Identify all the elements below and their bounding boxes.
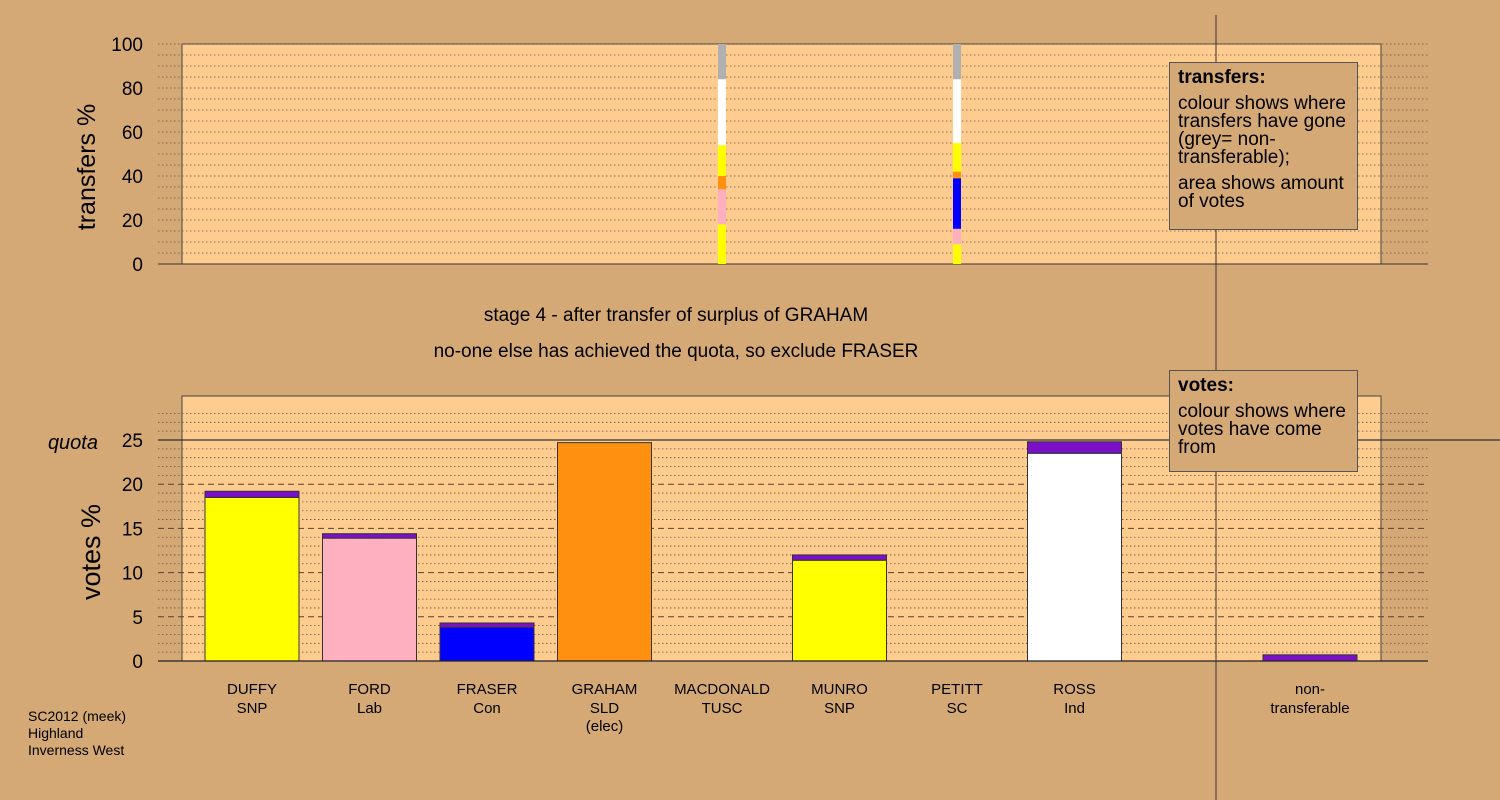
transfers-legend-title: transfers: xyxy=(1178,67,1266,88)
candidate-name-label: FORD xyxy=(348,681,391,698)
transfer-strip-segment xyxy=(718,176,726,190)
transfer-bar-munro xyxy=(792,554,887,561)
transfer-strip-segment xyxy=(718,79,726,146)
candidate-party-label: SLD xyxy=(590,700,619,717)
transfers-tick-label: 100 xyxy=(111,35,143,56)
candidate-name-label: PETITT xyxy=(931,681,983,698)
quota-label: quota xyxy=(48,432,98,454)
votes-tick-label: 10 xyxy=(122,564,143,585)
transfer-strip-segment xyxy=(953,178,961,229)
footer-line-council: Highland xyxy=(28,725,84,741)
candidate-name-label: MUNRO xyxy=(811,681,868,698)
votes-tick-label: 5 xyxy=(132,608,143,629)
transfers-legend: transfers: colour shows where transfers … xyxy=(1169,62,1358,230)
transfer-strip-segment xyxy=(953,143,961,172)
votes-legend: votes: colour shows where votes have com… xyxy=(1169,370,1358,472)
footer-line-ward: Inverness West xyxy=(28,742,125,758)
candidate-name-label: ROSS xyxy=(1053,681,1096,698)
transfers-tick-label: 80 xyxy=(122,79,143,100)
candidate-name-label: GRAHAM xyxy=(572,681,638,698)
votes-y-axis-label: votes % xyxy=(76,504,106,600)
vote-bar-fraser xyxy=(439,626,535,662)
vote-bar-ford xyxy=(322,537,417,662)
transfers-tick-label: 20 xyxy=(122,211,143,232)
transfer-strip-segment xyxy=(953,79,961,143)
stage-caption: stage 4 - after transfer of surplus of G… xyxy=(483,305,869,326)
vote-bar-duffy xyxy=(204,496,300,662)
transfers-legend-line2: area shows amount of votes xyxy=(1178,173,1344,212)
transfer-bar-duffy xyxy=(204,490,300,498)
nontransferable-bar xyxy=(1262,654,1358,662)
candidate-party-label: SNP xyxy=(824,700,855,717)
transfer-strip-segment xyxy=(953,244,961,264)
footer-info: SC2012 (meek) Highland Inverness West xyxy=(28,708,126,759)
vote-bar-graham xyxy=(557,442,652,662)
footer-line-election: SC2012 (meek) xyxy=(28,708,127,724)
candidate-party-label: Lab xyxy=(357,700,382,717)
candidate-labels: DUFFY SNP FORD Lab FRASER Con GRAHAM SLD(elec) M… xyxy=(227,681,1350,735)
nontransferable-label-line2: transferable xyxy=(1270,700,1349,717)
vote-bar-ross xyxy=(1027,452,1122,662)
nontransferable-label-line1: non- xyxy=(1295,681,1325,698)
transfer-bar-fraser xyxy=(439,622,535,628)
transfers-tick-label: 40 xyxy=(122,167,143,188)
votes-tick-label: 20 xyxy=(122,475,143,496)
candidate-party-label: Ind xyxy=(1064,700,1085,717)
candidate-party-label: SC xyxy=(947,700,968,717)
transfers-y-axis-label: transfers % xyxy=(73,104,101,230)
candidate-party-label: TUSC xyxy=(702,700,743,717)
candidate-name-label: DUFFY xyxy=(227,681,277,698)
transfer-bar-ross xyxy=(1027,441,1122,454)
transfer-strip-segment xyxy=(718,189,726,225)
transfer-strip-segment xyxy=(718,145,726,176)
transfers-tick-label: 60 xyxy=(122,123,143,144)
candidate-name-label: MACDONALD xyxy=(674,681,770,698)
votes-tick-label: 25 xyxy=(122,431,143,452)
transfer-strip-segment xyxy=(953,171,961,179)
transfer-strip-segment xyxy=(953,228,961,245)
status-caption: no-one else has achieved the quota, so e… xyxy=(433,341,919,362)
candidate-note-label: (elec) xyxy=(586,718,624,735)
candidate-party-label: Con xyxy=(473,700,501,717)
transfers-legend-line1: colour shows where transfers have gone (… xyxy=(1178,93,1346,168)
transfer-strip-segment xyxy=(718,224,726,264)
votes-legend-line1: colour shows where votes have come from xyxy=(1178,401,1346,458)
vote-bar-munro xyxy=(792,559,887,662)
votes-legend-title: votes: xyxy=(1178,375,1234,396)
transfers-tick-label: 0 xyxy=(132,255,143,276)
votes-tick-label: 0 xyxy=(132,652,143,673)
candidate-name-label: FRASER xyxy=(457,681,518,698)
transfer-strip-segment xyxy=(953,44,961,80)
transfer-bar-ford xyxy=(322,533,417,539)
transfer-strip-segment xyxy=(718,44,726,80)
candidate-party-label: SNP xyxy=(237,700,268,717)
votes-tick-label: 15 xyxy=(122,519,143,540)
